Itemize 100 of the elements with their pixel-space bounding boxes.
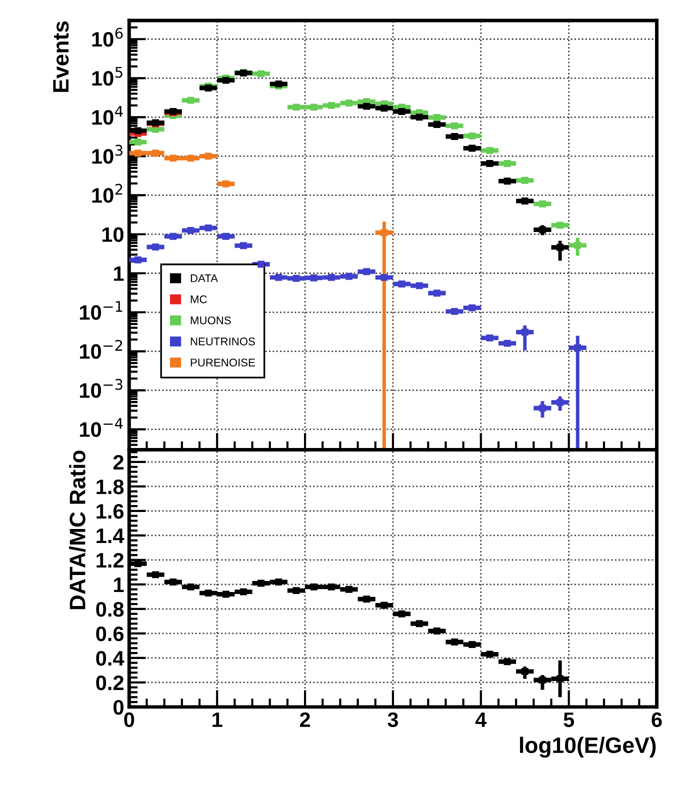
x-axis-title: log10(E/GeV) [520,736,656,758]
point [574,242,582,249]
point [521,668,528,675]
point [451,133,458,140]
point [486,334,494,342]
point [538,200,546,208]
y-axis-title: DATA/MC Ratio [69,450,86,610]
y-tick-label: 1.4 [96,528,124,544]
point [328,583,335,590]
point [275,578,282,586]
point [468,132,476,140]
point [258,260,265,268]
point [363,596,370,603]
point [134,150,142,157]
point [468,304,476,312]
point [538,404,546,412]
point [346,586,352,593]
point [451,308,458,315]
point [134,256,142,264]
y-tick-label: 1 [114,266,124,281]
point [258,70,265,78]
y-tick-label: 0 [114,700,124,715]
point [416,114,423,121]
x-tick-label: 1 [212,712,222,727]
point [222,180,230,188]
point [187,226,194,234]
point [310,274,318,282]
point [398,610,406,618]
point [363,268,370,276]
y-tick-label: 1.2 [96,552,124,568]
point [433,121,440,128]
point [204,152,212,160]
legend-label: PURENOISE [190,358,255,366]
point [310,104,318,111]
point [240,588,247,596]
point [521,198,528,204]
legend-label: MC [190,295,207,304]
point [346,100,352,107]
point [187,154,194,162]
point [204,224,212,232]
y-tick-label: 0.8 [96,602,124,617]
legend-label: NEUTRINOS [190,338,255,346]
y-tick-label: 10$^{4}$ [92,106,123,125]
legend-label: MUONS [190,316,231,324]
point [204,590,212,597]
point [258,580,265,587]
point [451,638,458,646]
point [152,571,160,578]
legend-label: DATA [190,274,218,282]
y-tick-label: 10$^{−4}$ [80,418,123,437]
point [328,274,335,281]
point [486,650,494,658]
y-tick-label: 10$^{6}$ [92,28,123,47]
point [486,147,494,154]
y-tick-label: 10$^{5}$ [92,66,122,86]
point [468,144,476,152]
point [380,104,388,112]
point [416,282,423,290]
point [346,272,352,280]
point [170,154,177,162]
point [398,108,406,115]
point [170,232,177,240]
point [310,583,318,590]
point [292,587,300,594]
point [433,114,440,121]
point [380,274,388,281]
point [380,229,388,236]
y-tick-label: 10$^{−2}$ [80,340,122,359]
point [222,232,230,240]
point [240,242,247,250]
y-tick-label: 10$^{2}$ [92,184,122,203]
y-tick-label: 0.6 [96,626,124,642]
point [468,641,476,648]
point [134,127,142,134]
y-tick-label: 1 [114,578,124,592]
point [416,620,423,628]
point [521,176,528,184]
point [486,160,494,167]
point [292,104,300,111]
x-tick-label: 4 [475,712,487,727]
x-tick-label: 2 [300,712,310,727]
point [556,398,564,406]
point [451,122,458,130]
point [504,178,511,185]
point [328,102,335,109]
point [433,628,440,634]
y-axis-title: Events [53,21,69,92]
point [521,328,528,336]
point [275,274,282,281]
point [187,583,194,590]
y-tick-label: 10 [102,227,124,242]
point [556,244,564,251]
point [222,590,230,598]
point [363,102,370,110]
point [574,344,582,352]
y-tick-label: 10$^{−3}$ [80,378,122,398]
y-tick-label: 10$^{−1}$ [80,301,122,320]
point [134,138,142,146]
y-tick-label: 2 [113,454,124,470]
point [504,340,511,347]
